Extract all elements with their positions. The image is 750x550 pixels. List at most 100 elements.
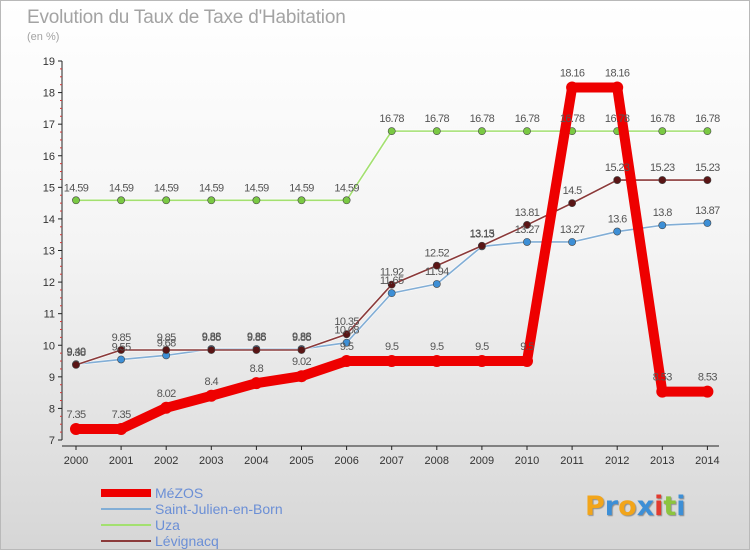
data-point: [162, 346, 171, 354]
data-point: [205, 389, 218, 402]
data-label: 16.78: [425, 113, 450, 125]
data-point: [432, 280, 441, 288]
legend-label: Uza: [155, 517, 180, 533]
data-label: 15.23: [695, 162, 720, 174]
data-label: 8.53: [698, 372, 717, 384]
data-point: [568, 199, 576, 208]
y-tick-label: 8: [49, 403, 55, 415]
y-tick-label: 11: [44, 309, 55, 321]
data-point: [658, 176, 667, 184]
data-label: 9.85: [112, 332, 131, 344]
x-tick-label: 2001: [109, 455, 133, 467]
y-tick-label: 18: [43, 88, 55, 100]
chart-title: Evolution du Taux de Taxe d'Habitation: [27, 7, 346, 28]
data-point: [252, 196, 261, 205]
data-label: 9.85: [292, 332, 311, 344]
legend-label: Lévignacq: [155, 533, 219, 549]
data-point: [207, 196, 216, 205]
data-label: 11.65: [380, 275, 404, 287]
x-tick-label: 2003: [199, 455, 223, 467]
x-tick-label: 2010: [515, 455, 539, 467]
data-label: 9.02: [292, 356, 311, 368]
data-point: [72, 196, 80, 205]
x-tick-label: 2004: [244, 455, 268, 467]
data-label: 13.27: [515, 224, 540, 236]
legend: MéZOS Saint-Julien-en-Born Uza Lévignacq: [101, 485, 401, 550]
data-point: [207, 346, 216, 354]
data-point: [385, 355, 398, 368]
data-label: 13.8: [653, 207, 672, 219]
data-point: [523, 238, 531, 246]
chart-unit-label: (en %): [27, 31, 60, 43]
data-label: 16.78: [560, 113, 585, 125]
data-label: 14.59: [334, 182, 359, 194]
legend-item: Uza: [101, 517, 401, 534]
legend-swatch: [101, 489, 151, 497]
data-label: 16.78: [470, 113, 495, 125]
data-label: 14.5: [563, 185, 582, 197]
data-label: 14.59: [289, 182, 314, 194]
logo-letter: i: [654, 491, 664, 522]
legend-swatch: [101, 508, 151, 510]
data-point: [703, 127, 712, 136]
x-tick-label: 2008: [425, 455, 449, 467]
data-label: 9.40: [66, 346, 85, 358]
data-label: 9.85: [247, 332, 266, 344]
y-tick-label: 9: [49, 372, 55, 384]
data-label: 14.59: [109, 182, 134, 194]
data-point: [703, 219, 712, 227]
legend-label: Saint-Julien-en-Born: [155, 501, 283, 517]
x-tick-label: 2002: [154, 455, 178, 467]
data-point: [475, 355, 488, 368]
data-point: [297, 196, 306, 205]
data-label: 9.85: [202, 332, 221, 344]
logo-letter: o: [618, 491, 637, 522]
data-point: [252, 346, 261, 354]
data-label: 9.88: [292, 331, 311, 343]
data-label: 9.38: [66, 347, 85, 359]
x-tick-label: 2007: [379, 455, 403, 467]
data-point: [611, 81, 624, 94]
data-label: 9.85: [157, 332, 176, 344]
data-point: [701, 385, 714, 398]
data-label: 13.87: [695, 205, 720, 217]
legend-item: Saint-Julien-en-Born: [101, 501, 401, 518]
data-point: [250, 377, 263, 390]
data-point: [613, 227, 622, 236]
data-point: [342, 338, 351, 347]
data-point: [115, 422, 128, 435]
y-tick-label: 7: [49, 435, 55, 447]
data-point: [342, 330, 351, 339]
legend-label: MéZOS: [155, 485, 204, 501]
data-point: [477, 127, 486, 136]
legend-swatch: [101, 524, 151, 526]
x-tick-label: 2006: [334, 455, 358, 467]
data-point: [656, 385, 669, 398]
y-tick-label: 17: [43, 119, 55, 131]
data-label: 9.5: [385, 341, 399, 353]
data-point: [523, 127, 531, 136]
data-label: 16.78: [695, 113, 720, 125]
data-point: [297, 346, 306, 354]
data-label: 7.35: [66, 409, 85, 421]
x-tick-label: 2013: [650, 455, 674, 467]
data-label: 12.52: [425, 248, 450, 260]
data-label: 8.02: [157, 388, 176, 400]
data-point: [521, 355, 533, 368]
data-point: [658, 127, 667, 136]
y-tick-label: 10: [43, 340, 55, 352]
data-label: 9.5: [475, 341, 489, 353]
logo-letter: P: [585, 491, 605, 522]
data-point: [703, 176, 712, 184]
data-point: [72, 360, 80, 369]
data-label: 13.6: [608, 214, 627, 226]
x-tick-label: 2014: [695, 455, 719, 467]
data-label: 14.59: [244, 182, 269, 194]
data-label: 14.59: [64, 182, 89, 194]
data-point: [117, 196, 125, 205]
data-label: 9.88: [202, 331, 221, 343]
data-point: [70, 422, 82, 435]
data-label: 9.5: [340, 341, 354, 353]
x-tick-label: 2012: [605, 455, 629, 467]
x-tick-label: 2011: [560, 455, 584, 467]
